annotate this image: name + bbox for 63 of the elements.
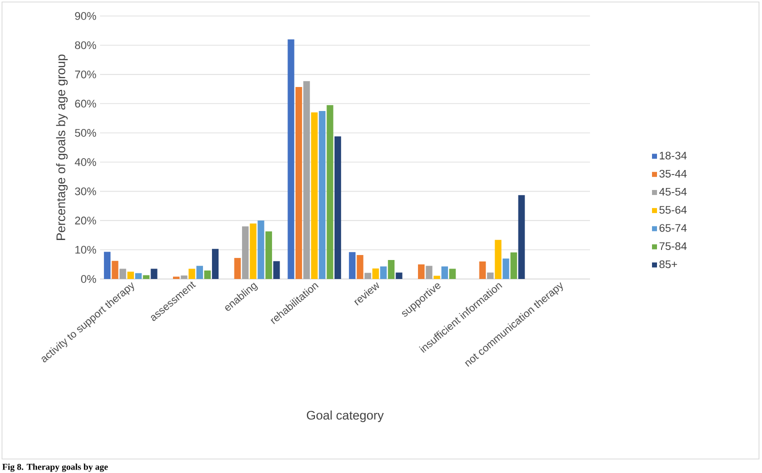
bar: [334, 136, 342, 279]
bar: [180, 275, 188, 279]
bar: [288, 39, 294, 279]
y-tick-label: 60%: [75, 100, 96, 108]
legend-label: 75-84: [660, 242, 687, 250]
legend-label: 55-64: [659, 206, 687, 214]
bar: [265, 231, 272, 279]
bar: [372, 268, 379, 279]
y-tick-label: 80%: [75, 41, 96, 50]
bar: [396, 272, 402, 279]
bar: [364, 272, 372, 279]
bar: [196, 266, 203, 279]
y-axis-title: Percentage of goals by age group: [56, 54, 68, 240]
bar: [388, 260, 395, 279]
caption: Fig 8. Therapy goals by age: [2, 464, 108, 472]
bar: [188, 268, 196, 279]
bar: [120, 268, 126, 279]
bar: [326, 105, 334, 279]
y-tick-label: 90%: [75, 12, 96, 20]
bar: [234, 258, 241, 279]
y-tick-label: 20%: [75, 216, 96, 224]
bar: [295, 87, 302, 279]
bar: [150, 268, 158, 279]
bar: [242, 226, 249, 279]
legend-label: 45-54: [659, 188, 687, 196]
legend-label: 35-44: [659, 170, 687, 178]
y-tick-label: 10%: [75, 246, 96, 254]
legend-label: 65-74: [660, 224, 687, 232]
bar: [135, 273, 142, 279]
bar: [479, 261, 486, 279]
bar: [311, 112, 318, 279]
bar: [494, 240, 502, 279]
y-tick-label: 40%: [74, 158, 96, 166]
bar: [502, 258, 510, 279]
bar: [449, 268, 456, 279]
y-tick-label: 30%: [74, 187, 96, 196]
bar: [127, 272, 134, 279]
y-tick-label: 50%: [74, 129, 96, 137]
bar: [273, 261, 280, 279]
bar: [204, 270, 211, 279]
bar: [356, 255, 364, 279]
bar: [510, 252, 518, 279]
legend-label: 18-34: [660, 152, 687, 160]
bar: [258, 220, 264, 279]
y-tick-label: 0%: [81, 275, 96, 283]
bar: [348, 252, 356, 279]
bar: [518, 195, 525, 279]
bar: [487, 272, 494, 279]
bar: [380, 266, 387, 279]
bar: [434, 276, 440, 279]
bar: [104, 252, 111, 279]
bar: [418, 264, 425, 279]
bar: [112, 260, 118, 279]
bar: [426, 266, 432, 279]
bar: [441, 266, 448, 279]
bar: [318, 110, 326, 279]
y-tick-label: 70%: [75, 70, 96, 78]
bar: [142, 275, 150, 279]
x-axis-title: Goal category: [306, 410, 384, 422]
legend-label: 85+: [659, 260, 678, 268]
bar: [303, 81, 310, 279]
bar: [212, 248, 219, 279]
bar: [250, 223, 256, 279]
